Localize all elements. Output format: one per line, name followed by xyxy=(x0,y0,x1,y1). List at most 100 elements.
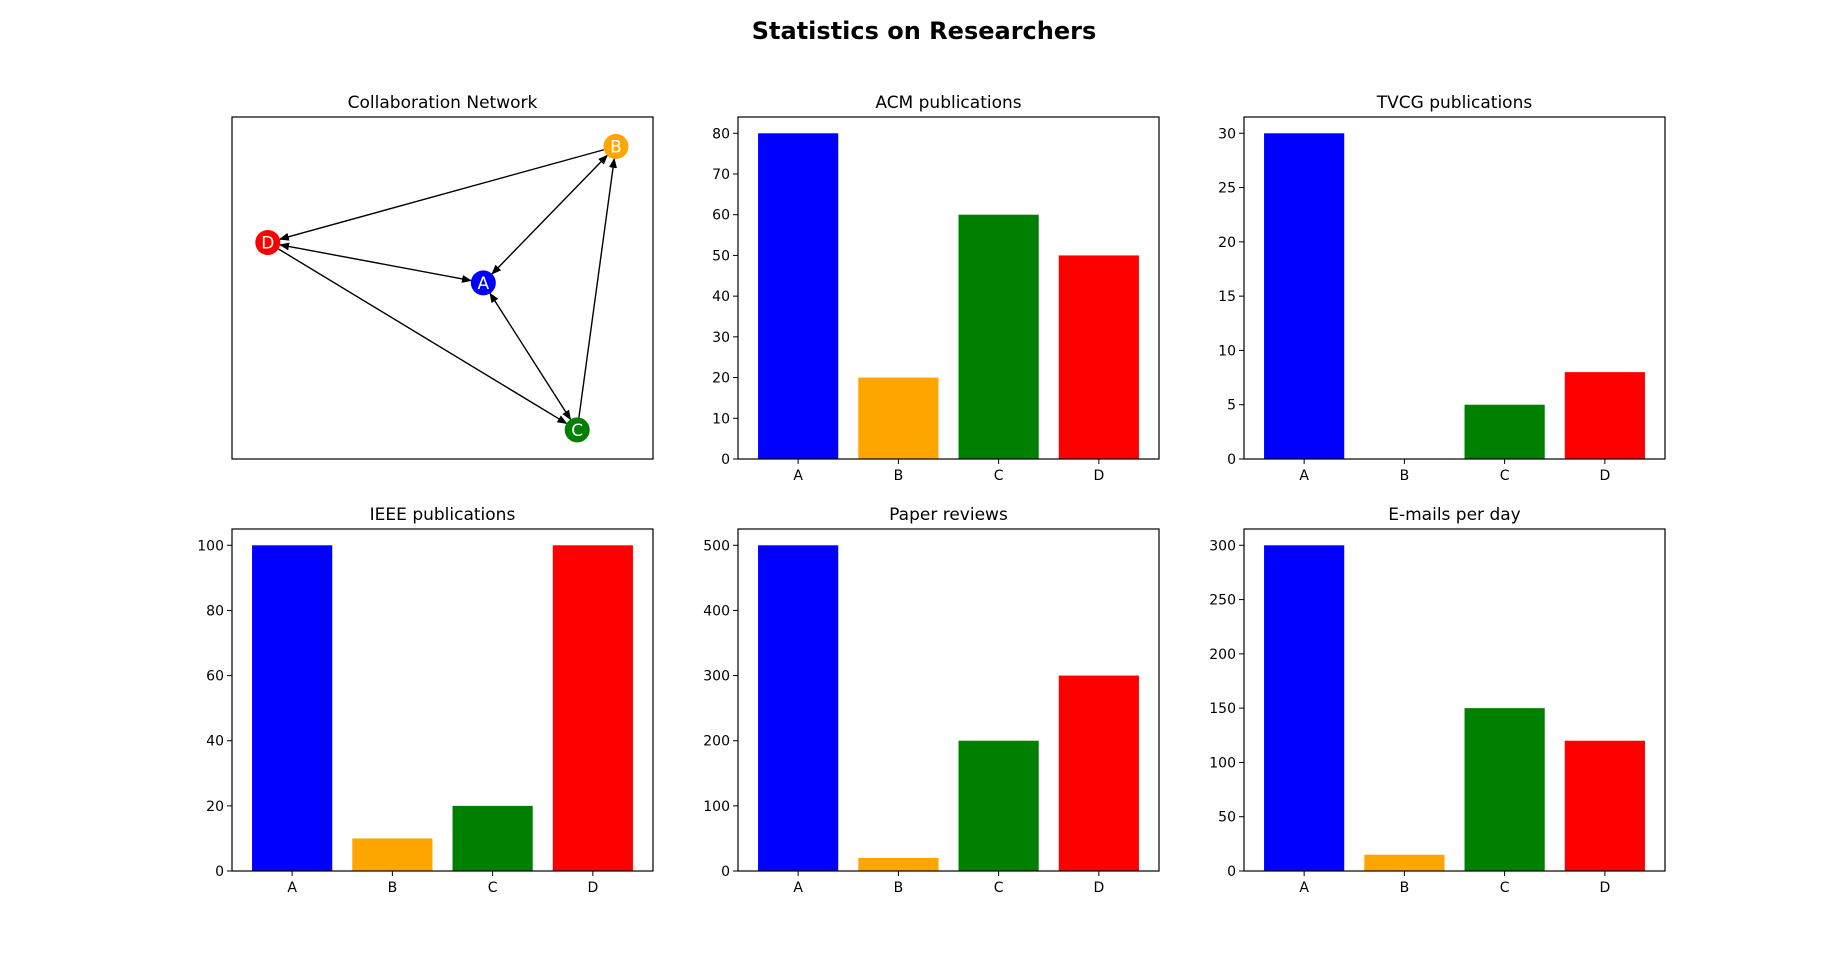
x-tick-label: B xyxy=(894,468,904,484)
x-tick-label: B xyxy=(894,880,904,896)
x-tick-label: A xyxy=(1299,880,1309,896)
panel-title: ACM publications xyxy=(875,93,1021,113)
y-tick-label: 250 xyxy=(1209,593,1236,609)
y-tick-label: 5 xyxy=(1227,398,1236,414)
bar-B xyxy=(352,838,433,871)
panel-title: TVCG publications xyxy=(1376,93,1533,113)
x-tick-label: D xyxy=(1093,468,1104,484)
bar-C xyxy=(452,805,533,871)
bar-D xyxy=(1564,740,1645,871)
y-tick-label: 100 xyxy=(703,799,730,815)
axes-frame xyxy=(1243,528,1666,872)
x-tick-label: B xyxy=(388,880,398,896)
y-tick-label: 20 xyxy=(712,371,730,387)
node-label-A: A xyxy=(478,274,490,294)
y-tick-label: 0 xyxy=(721,864,730,880)
bar-A xyxy=(758,545,839,871)
y-tick-label: 40 xyxy=(712,289,730,305)
y-tick-label: 25 xyxy=(1218,181,1236,197)
y-tick-label: 40 xyxy=(206,734,224,750)
bar-B xyxy=(858,857,939,871)
panel-title: Paper reviews xyxy=(889,505,1008,525)
node-label-B: B xyxy=(610,137,622,157)
bar-C xyxy=(1464,404,1545,459)
y-tick-label: 80 xyxy=(206,603,224,619)
panel-title: E-mails per day xyxy=(1388,505,1520,525)
x-tick-label: C xyxy=(994,880,1004,896)
network-edges xyxy=(278,149,618,425)
y-tick-label: 100 xyxy=(1209,755,1236,771)
y-tick-label: 100 xyxy=(197,538,224,554)
bar-A xyxy=(1264,133,1345,460)
x-tick-label: C xyxy=(488,880,498,896)
y-tick-label: 50 xyxy=(1218,810,1236,826)
y-tick-label: 10 xyxy=(712,411,730,427)
panel-4: IEEE publications 0 20 40 60 80 100 A B C D xyxy=(197,505,654,896)
y-tick-label: 0 xyxy=(1227,452,1236,468)
panel-title: IEEE publications xyxy=(370,505,516,525)
y-tick-label: 300 xyxy=(703,669,730,685)
bar-A xyxy=(252,545,333,871)
y-tick-label: 20 xyxy=(1218,235,1236,251)
y-tick-label: 30 xyxy=(1218,126,1236,142)
edge-B-D xyxy=(278,149,605,241)
node-C xyxy=(564,417,590,443)
edge-A-B xyxy=(491,154,608,275)
x-tick-label: D xyxy=(1599,468,1610,484)
x-tick-label: B xyxy=(1400,468,1410,484)
panel-5: Paper reviews 0 100 200 300 400 500 A B C D xyxy=(703,505,1160,896)
node-B xyxy=(603,133,629,159)
y-tick-label: 20 xyxy=(206,799,224,815)
bar-B xyxy=(858,377,939,459)
y-tick-label: 150 xyxy=(1209,701,1236,717)
x-tick-label: D xyxy=(1093,880,1104,896)
x-tick-label: C xyxy=(1500,880,1510,896)
x-tick-label: C xyxy=(1500,468,1510,484)
edge-A-D xyxy=(279,242,473,283)
y-tick-label: 0 xyxy=(215,864,224,880)
edge-A-C xyxy=(489,292,572,421)
bar-A xyxy=(758,133,839,460)
y-tick-label: 15 xyxy=(1218,289,1236,305)
bar-C xyxy=(958,214,1039,459)
x-tick-label: A xyxy=(793,880,803,896)
edge-C-B xyxy=(578,157,618,418)
bar-C xyxy=(1464,708,1545,871)
bar-C xyxy=(958,740,1039,871)
y-tick-label: 200 xyxy=(1209,647,1236,663)
y-tick-label: 70 xyxy=(712,167,730,183)
y-tick-label: 50 xyxy=(712,248,730,264)
y-tick-label: 10 xyxy=(1218,343,1236,359)
panel-3: TVCG publications 0 5 10 15 20 25 30 A B C D xyxy=(1218,93,1666,484)
x-tick-label: D xyxy=(587,880,598,896)
y-tick-label: 300 xyxy=(1209,538,1236,554)
y-tick-label: 80 xyxy=(712,126,730,142)
axes-frame xyxy=(737,528,1160,872)
panel-6: E-mails per day 0 50 100 150 200 250 300 A B C D xyxy=(1209,505,1666,896)
y-tick-label: 60 xyxy=(206,669,224,685)
panel-2: ACM publications 0 10 20 30 40 50 60 70 80 A B C D xyxy=(712,93,1160,484)
y-tick-label: 0 xyxy=(1227,864,1236,880)
y-tick-label: 60 xyxy=(712,208,730,224)
y-tick-label: 400 xyxy=(703,603,730,619)
axes-frame xyxy=(231,528,654,872)
x-tick-label: A xyxy=(1299,468,1309,484)
y-tick-label: 200 xyxy=(703,734,730,750)
bar-D xyxy=(1058,675,1139,871)
edge-D-C xyxy=(278,248,568,425)
axes-frame xyxy=(1243,116,1666,460)
x-tick-label: B xyxy=(1400,880,1410,896)
bar-B xyxy=(1364,854,1445,871)
x-tick-label: A xyxy=(287,880,297,896)
x-tick-label: A xyxy=(793,468,803,484)
node-label-D: D xyxy=(261,234,274,254)
y-tick-label: 500 xyxy=(703,538,730,554)
figure-title: Statistics on Researchers xyxy=(752,17,1097,45)
node-D xyxy=(255,230,281,256)
y-tick-label: 30 xyxy=(712,330,730,346)
panel-title: Collaboration Network xyxy=(348,93,538,113)
x-tick-label: D xyxy=(1599,880,1610,896)
node-label-C: C xyxy=(571,421,583,441)
x-tick-label: C xyxy=(994,468,1004,484)
